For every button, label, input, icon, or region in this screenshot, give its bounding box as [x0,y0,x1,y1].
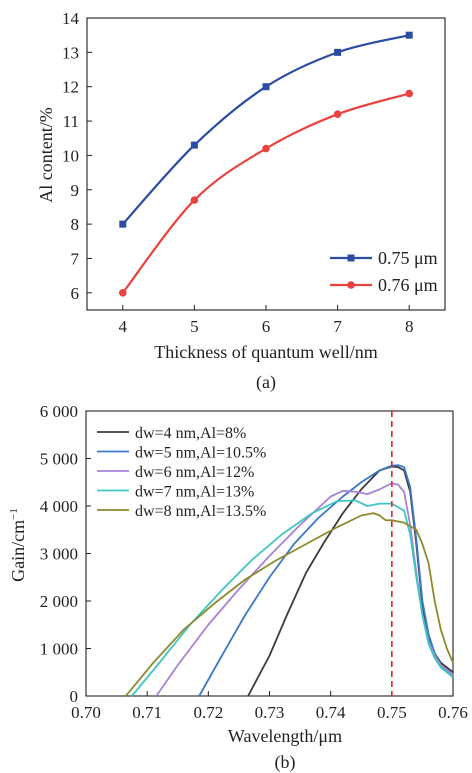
a-y-tick-label-9: 9 [71,181,80,200]
chart-b-y-axis-label: Gain/cm−1 [8,508,28,582]
b-legend-label-dw-6-nm-al-12: dw=6 nm,Al=12% [135,464,254,481]
chart-b-series [125,464,454,697]
a-y-tick-label-8: 8 [71,215,80,234]
a-y-tick-label-12: 12 [62,78,79,97]
a-legend-marker-0-76-m [347,281,355,289]
a-series-line-0-76-m [121,92,410,294]
a-point-0-76-m-6 [262,144,270,153]
chart-b-x-axis-label: Wavelength/μm [228,726,342,746]
a-point-0-76-m-7 [333,110,342,118]
chart-a-caption: (a) [256,372,276,393]
chart-b-caption: (b) [275,752,296,773]
a-point-0-76-m-5 [190,196,199,204]
a-y-tick-label-6: 6 [71,284,80,303]
chart-a-ticks: 4 5 6 7 8 6 7 8 9 10 11 12 13 14 [62,9,413,336]
chart-b-y-axis-label-text: Gain/cm [8,520,28,582]
chart-b: 0.70 0.71 0.72 0.73 0.74 0.75 0.76 0 1 000 2 000 3… [8,402,468,773]
b-legend-label-dw-7-nm-al-13: dw=7 nm,Al=13% [135,484,254,501]
b-x-tick-label-0-75: 0.75 [377,703,407,722]
b-y-tick-label-0: 0 [70,687,79,706]
b-series-line-dw-7-nm-al-13 [131,499,454,697]
a-y-tick-label-7: 7 [71,249,80,268]
chart-b-ticks: 0.70 0.71 0.72 0.73 0.74 0.75 0.76 0 1 000 2 000 3… [40,402,468,722]
a-x-tick-label-5: 5 [190,317,199,336]
b-y-tick-label-6-000: 6 000 [40,402,78,421]
chart-a-legend: 0.75 μm 0.76 μm [330,248,438,295]
b-legend-label-dw-5-nm-al-10-5: dw=5 nm,Al=10.5% [135,445,266,462]
a-y-tick-label-11: 11 [63,112,79,131]
b-series-line-dw-8-nm-al-13-5 [125,512,454,697]
a-x-tick-label-4: 4 [119,317,128,336]
a-x-tick-label-8: 8 [405,317,414,336]
b-x-tick-label-0-76: 0.76 [438,703,468,722]
b-y-tick-label-4-000: 4 000 [40,497,78,516]
b-y-tick-label-3-000: 3 000 [40,545,78,564]
b-x-tick-label-0-74: 0.74 [316,703,346,722]
a-legend-label-0-75-m: 0.75 μm [378,248,438,268]
b-x-tick-label-0-73: 0.73 [255,703,285,722]
b-series-line-dw-5-nm-al-10-5 [198,464,454,697]
b-x-tick-label-0-71: 0.71 [132,703,162,722]
b-x-tick-label-0-70: 0.70 [71,703,101,722]
a-series-line-0-75-m [121,34,410,225]
b-y-tick-label-2-000: 2 000 [40,592,78,611]
a-point-0-75-m-6 [262,83,270,91]
a-x-tick-label-6: 6 [262,317,271,336]
chart-a-y-axis-label: Al content/% [36,107,56,202]
chart-a-series [119,31,414,297]
a-point-0-76-m-4 [119,289,127,297]
b-x-tick-label-0-72: 0.72 [193,703,223,722]
a-x-tick-label-7: 7 [333,317,342,336]
a-point-0-75-m-5 [190,141,198,149]
chart-a-x-axis-label: Thickness of quantum well/nm [154,342,377,362]
a-y-tick-label-14: 14 [62,9,80,28]
a-point-0-75-m-8 [405,31,413,39]
a-point-0-75-m-7 [334,48,342,56]
a-legend-label-0-76-m: 0.76 μm [378,275,438,295]
a-legend-marker-0-75-m [347,254,355,262]
chart-b-legend: dw=4 nm,Al=8% dw=5 nm,Al=10.5% dw=6 nm,Al=… [97,425,266,520]
chart-a: 4 5 6 7 8 6 7 8 9 10 11 12 13 14 0.75 μm 0.76 μm Thick… [36,9,446,393]
b-y-tick-label-1-000: 1 000 [40,640,78,659]
b-legend-label-dw-4-nm-al-8: dw=4 nm,Al=8% [135,425,246,442]
b-y-tick-label-5-000: 5 000 [40,450,78,469]
a-y-tick-label-13: 13 [62,43,79,62]
b-legend-label-dw-8-nm-al-13-5: dw=8 nm,Al=13.5% [135,503,266,520]
a-y-tick-label-10: 10 [62,146,79,165]
a-point-0-76-m-8 [405,89,414,98]
a-point-0-75-m-4 [119,220,127,228]
chart-b-y-axis-label-superscript: −1 [8,508,20,520]
